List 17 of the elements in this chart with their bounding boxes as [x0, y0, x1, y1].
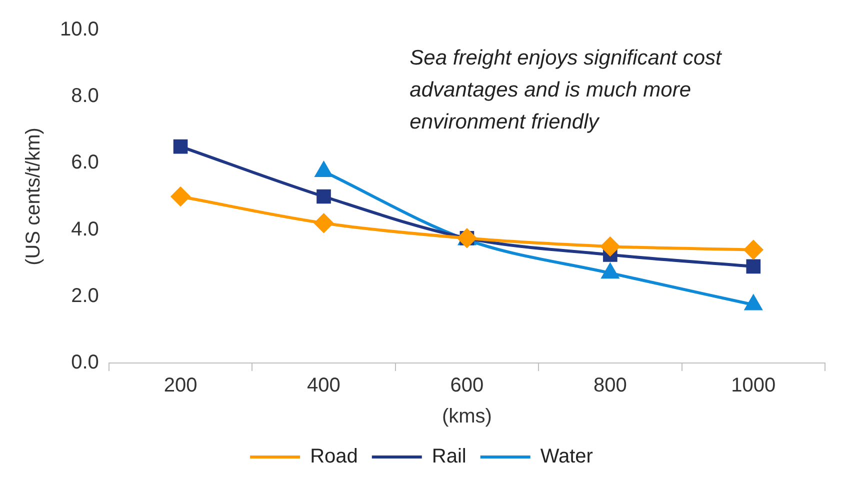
y-axis-title: (US cents/t/km) [22, 128, 45, 266]
x-tick-label: 400 [307, 374, 340, 397]
annotation: Sea freight enjoys significant cost advantages and is much more environment friendly [410, 46, 723, 134]
y-tick-label: 0.0 [71, 352, 99, 374]
x-axis-title: (kms) [442, 406, 492, 428]
legend-label: Water [540, 446, 594, 468]
legend-label: Rail [432, 446, 466, 468]
legend-label: Road [310, 446, 358, 468]
y-tick-label: 2.0 [71, 284, 99, 307]
y-tick-label: 4.0 [71, 218, 99, 240]
y-tick-label: 10.0 [60, 18, 99, 41]
y-tick-label: 6.0 [71, 152, 99, 174]
y-tick-label: 8.0 [71, 85, 99, 108]
x-tick-label: 200 [164, 374, 198, 397]
x-tick-label: 1000 [731, 374, 776, 397]
x-tick-label: 600 [450, 374, 484, 397]
x-tick-label: 800 [593, 374, 627, 397]
